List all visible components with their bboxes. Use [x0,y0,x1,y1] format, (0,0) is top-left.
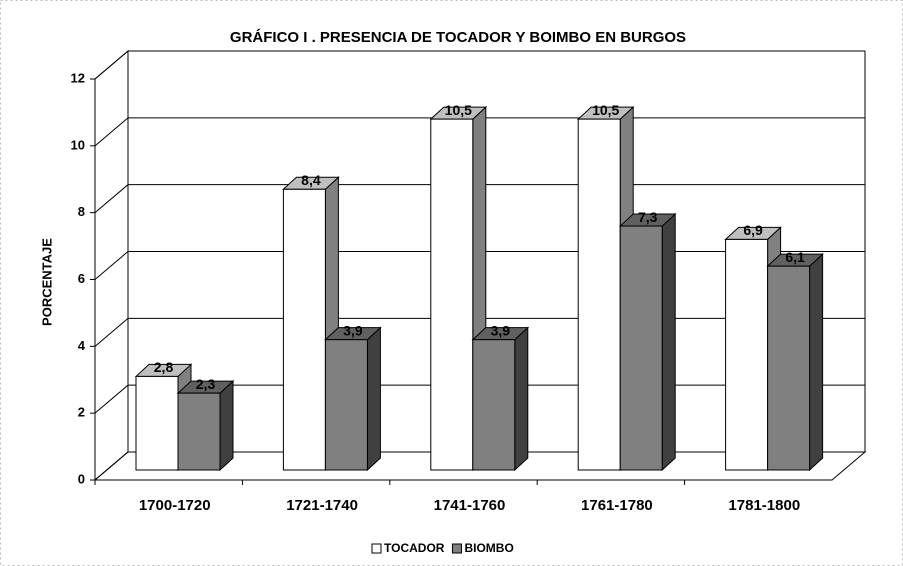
bar [135,375,179,471]
bar [177,392,221,471]
side-grid-line [94,50,129,80]
bar [767,265,811,471]
data-label: 6,9 [743,222,763,238]
bar [725,238,769,471]
y-tick-label: 10 [71,137,85,152]
bar-side [661,212,676,472]
x-tick-label: 1761-1780 [581,497,653,514]
x-tick-label: 1781-1800 [728,497,800,514]
x-tick-label: 1721-1740 [286,497,358,514]
data-label: 2,8 [154,359,174,375]
chart-title: GRÁFICO I . PRESENCIA DE TOCADOR Y BOIMB… [230,29,686,46]
y-tick-label: 0 [78,471,85,486]
bar [619,225,663,471]
bar [430,118,474,471]
side-grid-line [94,184,129,214]
bar [324,339,368,471]
bar [282,188,326,471]
data-label: 10,5 [592,102,619,118]
bar [472,339,516,471]
y-tick-label: 6 [78,271,85,286]
y-tick-label: 2 [78,405,85,420]
data-label: 10,5 [445,102,472,118]
legend-label: TOCADOR [384,541,445,555]
data-label: 8,4 [301,172,321,188]
y-tick-label: 4 [78,338,86,353]
legend-swatch [371,543,382,554]
data-label: 3,9 [491,322,511,338]
legend-swatch [451,543,462,554]
bar-side [366,326,381,472]
side-grid-line [94,117,129,147]
y-tick-label: 12 [71,70,85,85]
legend-label: BIOMBO [464,541,513,555]
data-label: 3,9 [343,322,363,338]
y-axis-label: PORCENTAJE [39,238,54,326]
data-label: 7,3 [638,209,658,225]
bar-side [219,379,234,472]
side-grid-line [94,317,129,347]
x-tick-label: 1700-1720 [139,497,211,514]
side-grid-line [94,384,129,414]
side-grid-line [94,451,129,481]
data-label: 6,1 [785,249,805,265]
side-grid-line [94,251,129,280]
data-label: 2,3 [196,376,216,392]
bar [577,118,621,471]
x-tick-label: 1741-1760 [434,497,506,514]
y-tick-label: 8 [78,204,85,219]
bar-side [514,326,529,472]
bar-side [809,253,824,472]
